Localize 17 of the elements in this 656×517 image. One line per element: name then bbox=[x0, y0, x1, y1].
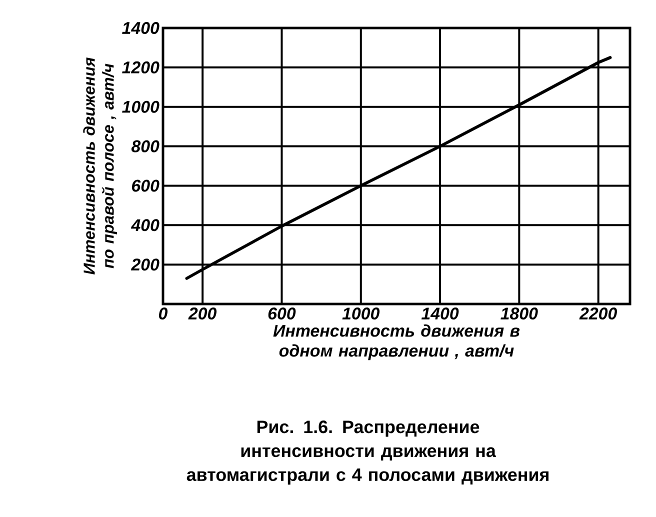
y-tick-label: 400 bbox=[130, 219, 160, 232]
x-tick-label: 200 bbox=[188, 308, 217, 320]
y-tick-label: 800 bbox=[131, 140, 160, 152]
x-tick-label: 0 bbox=[158, 308, 168, 320]
x-axis-title: Интенсивность движения в одном направлении , авт/ч bbox=[273, 324, 520, 360]
x-tick-label: 1800 bbox=[500, 308, 538, 320]
x-tick-label: 2200 bbox=[579, 308, 618, 320]
y-tick-label: 200 bbox=[130, 258, 160, 271]
x-tick-label: 1000 bbox=[342, 308, 380, 320]
x-tick-label: 600 bbox=[268, 308, 296, 320]
y-axis-title: Интенсивность движения по правой полосе , авт/ч bbox=[83, 58, 117, 274]
y-tick-label: 1000 bbox=[122, 100, 160, 113]
text: Рис. 1.6. Распределение интенсивности движения на автомагистрали с 4 полосами движения bbox=[186, 420, 548, 485]
y-tick-label: 1200 bbox=[122, 61, 160, 74]
y-tick-label: 1400 bbox=[122, 22, 160, 34]
x-tick-label: 1400 bbox=[421, 308, 459, 320]
y-tick-label: 600 bbox=[132, 180, 160, 192]
